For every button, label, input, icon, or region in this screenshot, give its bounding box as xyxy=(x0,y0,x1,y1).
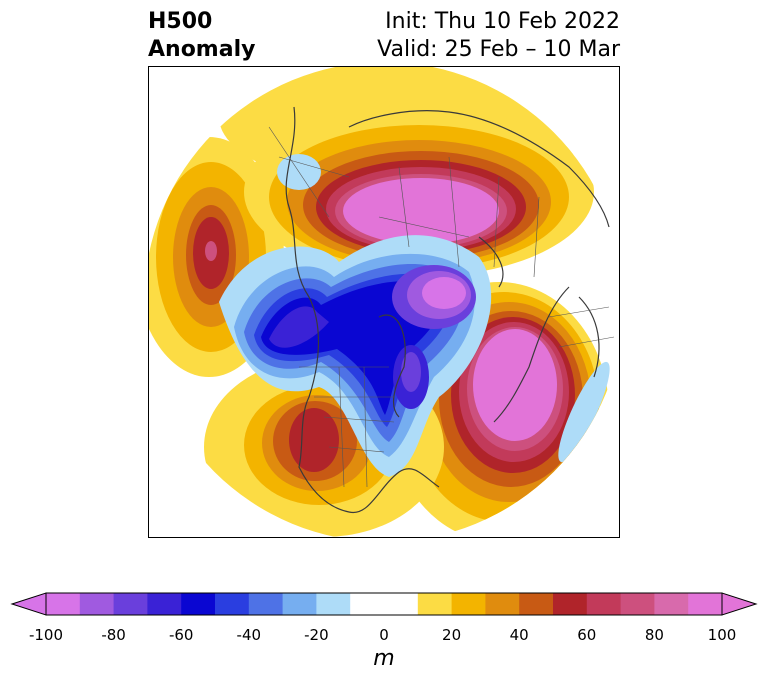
colorbar-cell xyxy=(316,593,351,615)
valid-range: Valid: 25 Feb – 10 Mar xyxy=(377,37,620,62)
colorbar-cell xyxy=(46,593,81,615)
init-date: Init: Thu 10 Feb 2022 xyxy=(385,9,620,34)
colorbar-frame xyxy=(45,592,723,616)
colorbar-cell xyxy=(451,593,486,615)
colorbar-cell xyxy=(147,593,182,615)
map-panel xyxy=(148,66,620,538)
colorbar-cell xyxy=(181,593,216,615)
colorbar-tick-label: -40 xyxy=(236,626,262,644)
colorbar-cell xyxy=(654,593,689,615)
colorbar xyxy=(10,592,758,616)
colorbar-cell xyxy=(485,593,520,615)
colorbar-tick-label: -100 xyxy=(28,626,64,644)
colorbar-cell xyxy=(620,593,655,615)
colorbar-cell xyxy=(586,593,622,615)
colorbar-tick-label: -80 xyxy=(101,626,126,644)
colorbar-cell xyxy=(417,593,453,615)
colorbar-cell xyxy=(688,593,723,615)
coastlines xyxy=(285,106,610,514)
colorbar-cell xyxy=(553,593,588,615)
title-line2: Anomaly xyxy=(148,37,256,62)
colorbar-cell xyxy=(79,593,115,615)
colorbar-tick-label: 80 xyxy=(644,626,664,644)
anomaly-high-north xyxy=(219,67,599,277)
anomaly-low-belt xyxy=(219,235,492,477)
colorbar-tick-label: 20 xyxy=(442,626,462,644)
colorbar-tick-label: 60 xyxy=(577,626,597,644)
political-borders xyxy=(268,126,615,488)
colorbar-tick-label: 100 xyxy=(707,626,737,644)
anomaly-low-small-east xyxy=(558,361,610,463)
colorbar-cell xyxy=(282,593,317,615)
colorbar-tick-label: -60 xyxy=(168,626,194,644)
forecast-dates: Init: Thu 10 Feb 2022 Valid: 25 Feb – 10… xyxy=(377,8,620,64)
map-title: H500 Anomaly xyxy=(148,8,255,64)
colorbar-cell xyxy=(113,593,148,615)
colorbar-max-extend xyxy=(721,592,758,616)
colorbar-cell xyxy=(248,593,284,615)
colorbar-unit: m xyxy=(373,646,395,671)
colorbar-min-extend xyxy=(10,592,47,616)
colorbar-tick-label: -20 xyxy=(304,626,329,644)
anomaly-field xyxy=(149,67,610,537)
colorbar-cell xyxy=(215,593,250,615)
colorbar-tick-label: 40 xyxy=(509,626,529,644)
title-line1: H500 xyxy=(148,9,213,34)
colorbar-cell xyxy=(350,593,385,615)
colorbar-cell xyxy=(384,593,419,615)
anomaly-map xyxy=(149,67,615,537)
colorbar-tick-label: 0 xyxy=(379,626,389,644)
colorbar-cell xyxy=(519,593,554,615)
